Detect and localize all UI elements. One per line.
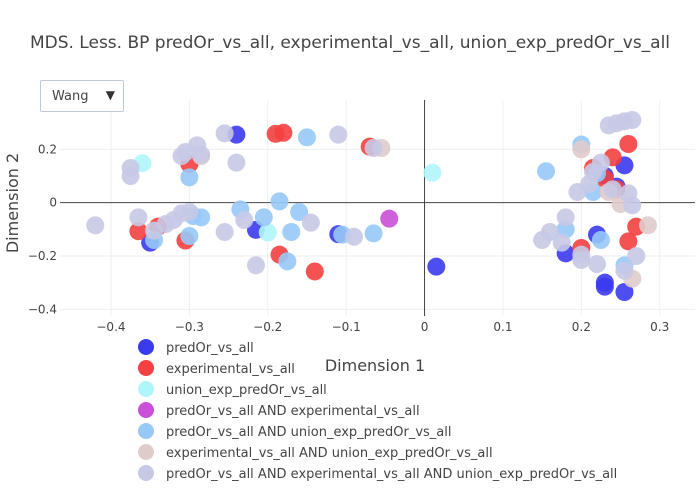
- data-point[interactable]: [380, 209, 399, 228]
- chart-title: MDS. Less. BP predOr_vs_all, experimenta…: [30, 33, 670, 53]
- data-point[interactable]: [290, 203, 309, 221]
- data-point[interactable]: [540, 223, 559, 241]
- data-point[interactable]: [615, 261, 634, 280]
- data-point[interactable]: [235, 211, 254, 229]
- data-point[interactable]: [344, 227, 363, 246]
- data-point[interactable]: [595, 277, 614, 296]
- data-point[interactable]: [603, 180, 622, 199]
- legend-label: union_exp_predOr_vs_all: [166, 383, 327, 398]
- data-point[interactable]: [623, 111, 642, 129]
- y-axis-label: Dimension 2: [3, 153, 22, 253]
- data-point[interactable]: [591, 231, 610, 249]
- data-point[interactable]: [615, 283, 634, 301]
- x-tick-label: 0: [421, 320, 429, 334]
- legend-label: experimental_vs_all AND union_exp_predOr…: [166, 446, 493, 461]
- legend-item[interactable]: predOr_vs_all AND experimental_vs_all: [138, 402, 420, 419]
- legend-marker: [138, 423, 154, 439]
- data-point[interactable]: [192, 145, 211, 164]
- y-tick-label: 0.2: [38, 142, 57, 156]
- data-point[interactable]: [282, 223, 301, 241]
- x-tick-label: −0.3: [175, 320, 204, 334]
- dataset-dropdown[interactable]: Wang ▼: [40, 80, 124, 112]
- legend-label: predOr_vs_all AND experimental_vs_all: [166, 404, 420, 419]
- data-point[interactable]: [215, 223, 234, 241]
- legend-marker: [138, 444, 154, 460]
- data-point[interactable]: [329, 125, 348, 144]
- legend-item[interactable]: union_exp_predOr_vs_all: [138, 381, 327, 398]
- data-point[interactable]: [172, 147, 191, 165]
- legend-item[interactable]: predOr_vs_all: [138, 339, 254, 356]
- y-tick-label: −0.2: [28, 249, 57, 263]
- data-point[interactable]: [638, 216, 657, 235]
- data-point[interactable]: [627, 247, 646, 265]
- data-point[interactable]: [623, 196, 642, 215]
- legend-marker: [138, 465, 154, 481]
- data-point[interactable]: [305, 262, 324, 281]
- data-point[interactable]: [301, 213, 320, 232]
- chevron-down-icon: ▼: [105, 88, 115, 102]
- x-axis-label: Dimension 1: [325, 356, 425, 375]
- data-point[interactable]: [619, 232, 638, 251]
- data-point[interactable]: [258, 223, 277, 242]
- data-point[interactable]: [129, 222, 148, 241]
- data-point[interactable]: [274, 123, 293, 142]
- legend-item[interactable]: predOr_vs_all AND experimental_vs_all AN…: [138, 465, 617, 482]
- legend-label: predOr_vs_all: [166, 341, 254, 356]
- data-point[interactable]: [537, 162, 556, 181]
- data-point[interactable]: [254, 208, 273, 227]
- y-tick-label: 0: [49, 196, 57, 210]
- data-point[interactable]: [572, 245, 591, 264]
- data-point[interactable]: [619, 135, 638, 153]
- dropdown-selected-value: Wang: [52, 89, 89, 104]
- legend-marker: [138, 402, 154, 418]
- data-point[interactable]: [180, 168, 199, 187]
- data-point[interactable]: [364, 139, 383, 157]
- data-point[interactable]: [556, 208, 575, 227]
- x-tick-labels: −0.4 −0.3 −0.2 −0.1 0 0.1 0.2 0.3: [96, 320, 669, 334]
- data-point[interactable]: [552, 233, 571, 252]
- legend-marker: [138, 381, 154, 397]
- zero-lines: [60, 100, 695, 316]
- legend-label: predOr_vs_all AND experimental_vs_all AN…: [166, 467, 617, 482]
- legend[interactable]: predOr_vs_all experimental_vs_all union_ex…: [138, 339, 617, 482]
- data-point[interactable]: [270, 192, 289, 211]
- data-point[interactable]: [423, 163, 442, 182]
- legend-item[interactable]: predOr_vs_all AND union_exp_predOr_vs_al…: [138, 423, 451, 440]
- legend-marker: [138, 360, 154, 376]
- legend-item[interactable]: experimental_vs_all: [138, 360, 295, 377]
- x-tick-label: −0.4: [96, 320, 125, 334]
- data-point[interactable]: [129, 208, 148, 227]
- legend-item[interactable]: experimental_vs_all AND union_exp_predOr…: [138, 444, 493, 461]
- y-tick-labels: −0.4 −0.2 0 0.2: [28, 142, 57, 316]
- legend-marker: [138, 339, 154, 355]
- x-tick-label: 0.1: [493, 320, 512, 334]
- data-point[interactable]: [86, 216, 105, 235]
- data-point[interactable]: [227, 153, 246, 172]
- data-point[interactable]: [572, 140, 591, 159]
- data-point[interactable]: [246, 256, 265, 275]
- data-point[interactable]: [588, 255, 607, 273]
- x-tick-label: 0.3: [650, 320, 669, 334]
- data-points[interactable]: [86, 111, 657, 301]
- x-tick-label: −0.2: [253, 320, 282, 334]
- data-point[interactable]: [121, 167, 140, 185]
- data-point[interactable]: [180, 203, 199, 221]
- data-point[interactable]: [427, 257, 446, 276]
- data-point[interactable]: [297, 128, 316, 147]
- data-point[interactable]: [180, 227, 199, 245]
- x-tick-label: 0.2: [572, 320, 591, 334]
- data-point[interactable]: [215, 124, 234, 143]
- x-tick-label: −0.1: [332, 320, 361, 334]
- data-point[interactable]: [278, 252, 297, 271]
- data-point[interactable]: [591, 153, 610, 172]
- y-tick-label: −0.4: [28, 302, 57, 316]
- legend-label: experimental_vs_all: [166, 362, 295, 377]
- legend-label: predOr_vs_all AND union_exp_predOr_vs_al…: [166, 425, 451, 440]
- data-point[interactable]: [364, 224, 383, 243]
